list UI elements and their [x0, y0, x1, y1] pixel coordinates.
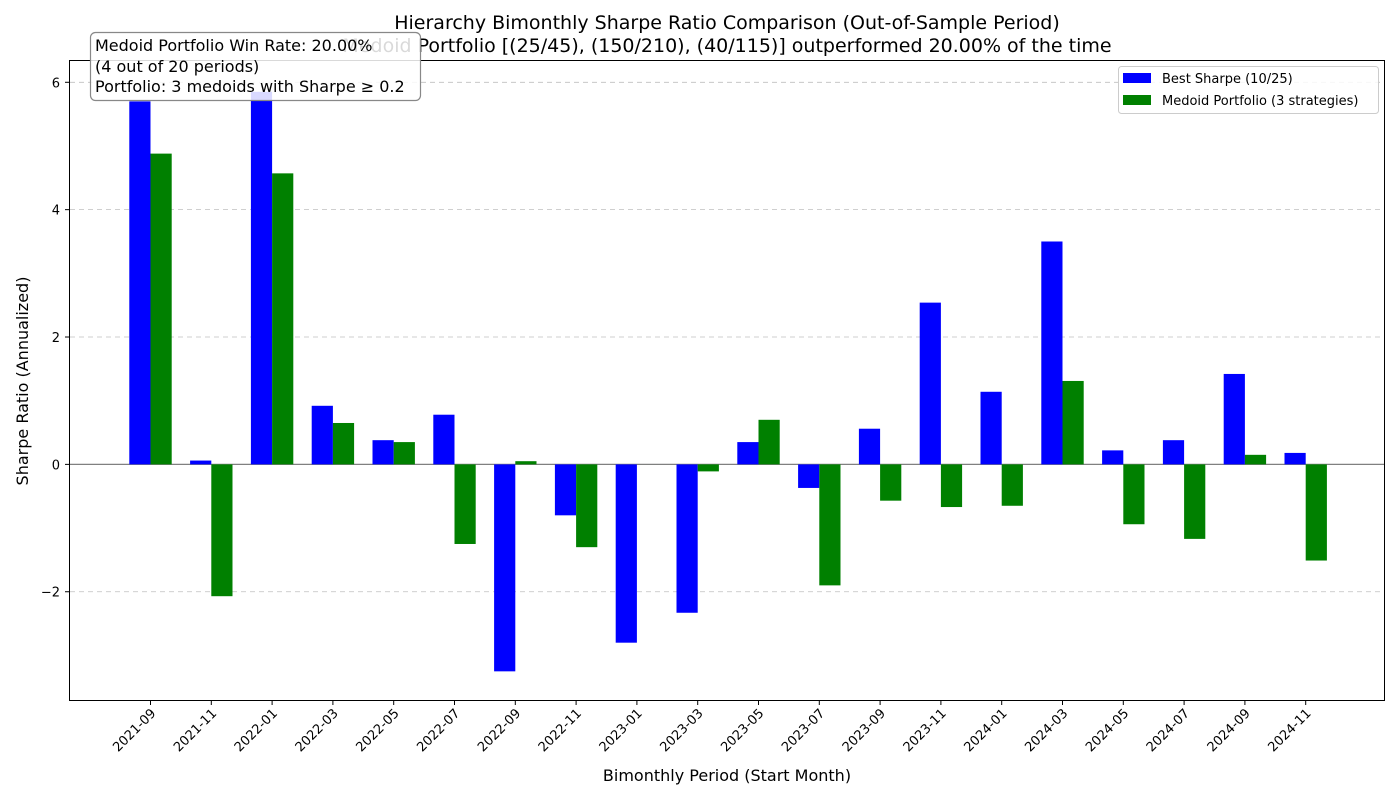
bar-best-sharpe [1102, 450, 1124, 465]
x-tick-label: 2022-11 [536, 706, 585, 755]
bar-best-sharpe [919, 302, 941, 465]
bar-medoid-portfolio [940, 464, 963, 508]
bar-medoid-portfolio [576, 464, 598, 548]
y-tick-label: −2 [41, 586, 60, 601]
legend-swatch-best-sharpe [1123, 73, 1151, 83]
x-tick-label: 2023-11 [901, 706, 950, 755]
bar-medoid-portfolio [880, 464, 902, 501]
x-tick-label: 2022-01 [232, 706, 281, 755]
y-tick-label: 4 [52, 204, 60, 219]
x-tick-label: 2022-05 [354, 706, 403, 755]
y-tick-label: 6 [52, 76, 60, 91]
annotation-portfolio: Portfolio: 3 medoids with Sharpe ≥ 0.2 [95, 77, 405, 96]
bar-best-sharpe [1223, 373, 1245, 465]
y-tick-label: 2 [52, 331, 60, 346]
y-tick-label: 0 [52, 458, 60, 473]
bar-medoid-portfolio [332, 422, 355, 465]
x-tick-label: 2024-03 [1022, 706, 1071, 755]
bar-medoid-portfolio [211, 464, 233, 597]
bar-best-sharpe [737, 442, 759, 465]
bar-best-sharpe [858, 428, 881, 465]
bar-best-sharpe [798, 464, 820, 488]
x-tick-label: 2024-11 [1266, 706, 1315, 755]
annotation-win-rate: Medoid Portfolio Win Rate: 20.00% [95, 36, 373, 55]
bar-medoid-portfolio [1123, 464, 1145, 525]
legend-swatch-medoid-portfolio [1123, 95, 1151, 105]
x-tick-label: 2023-05 [718, 706, 767, 755]
plot-frame [69, 60, 1385, 701]
bar-best-sharpe [433, 414, 455, 465]
legend: Best Sharpe (10/25) Medoid Portfolio (3 … [1118, 66, 1379, 114]
annotation-box: Medoid Portfolio Win Rate: 20.00% (4 out… [89, 31, 422, 102]
bar-best-sharpe [1162, 440, 1185, 465]
legend-label-medoid-portfolio: Medoid Portfolio (3 strategies) [1162, 94, 1359, 109]
x-tick-label: 2023-07 [779, 706, 828, 755]
bar-medoid-portfolio [1001, 464, 1023, 506]
bar-best-sharpe [190, 460, 212, 465]
bar-best-sharpe [980, 391, 1002, 465]
bar-medoid-portfolio [150, 153, 172, 465]
annotation-frame [89, 31, 422, 102]
bar-best-sharpe [1284, 452, 1306, 465]
bar-medoid-portfolio [393, 442, 415, 465]
bar-best-sharpe [494, 464, 516, 672]
bars-group [129, 91, 1327, 672]
x-tick-label: 2022-03 [293, 706, 342, 755]
bar-best-sharpe [1041, 241, 1063, 465]
bar-best-sharpe [311, 405, 333, 465]
y-axis-ticks: 6 4 2 0 −2 [41, 76, 70, 601]
x-tick-label: 2021-09 [110, 706, 159, 755]
bar-best-sharpe [615, 464, 637, 643]
bar-medoid-portfolio [758, 419, 780, 465]
chart-subtitle: Medoid Portfolio [(25/45), (150/210), (4… [342, 35, 1111, 57]
bar-medoid-portfolio [515, 461, 537, 465]
x-tick-label: 2023-09 [840, 706, 889, 755]
bar-best-sharpe [250, 91, 273, 465]
x-tick-label: 2024-01 [962, 706, 1011, 755]
bar-best-sharpe [676, 464, 698, 613]
bar-medoid-portfolio [454, 464, 476, 544]
x-tick-label: 2022-07 [414, 706, 463, 755]
x-tick-label: 2024-09 [1205, 706, 1254, 755]
legend-label-best-sharpe: Best Sharpe (10/25) [1162, 72, 1293, 87]
annotation-periods: (4 out of 20 periods) [95, 57, 259, 76]
x-tick-label: 2024-07 [1144, 706, 1193, 755]
bar-medoid-portfolio [697, 464, 719, 472]
bar-medoid-portfolio [1184, 464, 1206, 539]
legend-box [1118, 66, 1379, 114]
bar-best-sharpe [372, 440, 394, 465]
x-axis-ticks: 2021-09 2021-11 2022-01 2022-03 2022-05 2022-… [110, 700, 1315, 755]
bar-best-sharpe [554, 464, 577, 516]
x-tick-label: 2024-05 [1083, 706, 1132, 755]
x-tick-label: 2023-03 [658, 706, 707, 755]
y-axis-label: Sharpe Ratio (Annualized) [13, 277, 32, 486]
bar-medoid-portfolio [1244, 454, 1267, 465]
x-axis-label: Bimonthly Period (Start Month) [603, 766, 851, 785]
bar-medoid-portfolio [1305, 464, 1327, 561]
x-tick-label: 2021-11 [171, 706, 220, 755]
x-tick-label: 2022-09 [475, 706, 524, 755]
chart-title: Hierarchy Bimonthly Sharpe Ratio Compari… [394, 12, 1060, 34]
x-tick-label: 2023-01 [597, 706, 646, 755]
bar-medoid-portfolio [1062, 380, 1084, 465]
bar-medoid-portfolio [819, 464, 841, 586]
bar-medoid-portfolio [272, 173, 294, 465]
bar-best-sharpe [129, 101, 151, 465]
